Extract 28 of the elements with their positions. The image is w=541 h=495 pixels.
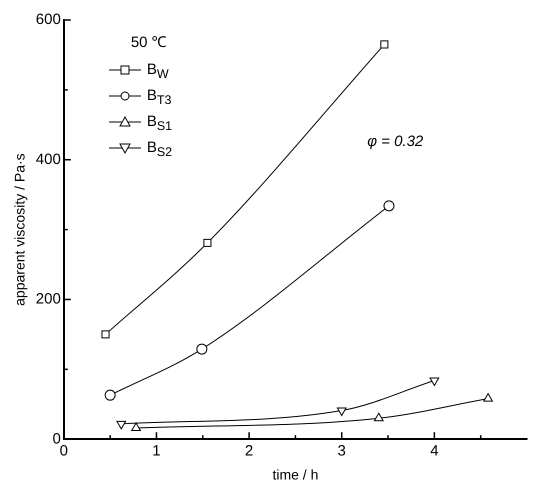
point xyxy=(196,344,208,355)
point xyxy=(131,422,141,432)
legend-label: B$_{S1}$ xyxy=(146,113,172,133)
legend-label: B$_{S2}$ xyxy=(146,139,172,159)
x-tick-label: 4 xyxy=(430,442,439,460)
point xyxy=(374,412,384,422)
x-tick-label: 3 xyxy=(338,442,346,460)
point xyxy=(203,238,212,247)
point xyxy=(336,408,347,416)
x-axis-title: time / h xyxy=(272,466,318,482)
legend-title: 50 ℃ xyxy=(130,33,168,53)
point xyxy=(380,40,388,48)
point xyxy=(430,378,440,386)
point xyxy=(383,200,394,212)
x-tick-label: 1 xyxy=(152,442,161,460)
legend-label: B$_{T3}$ xyxy=(146,87,172,107)
point xyxy=(101,330,110,338)
legend-label: B$_{W}$ xyxy=(146,61,169,81)
point xyxy=(104,390,116,401)
y-axis-title: apparent viscosity / Pa·s xyxy=(11,153,28,306)
annotation: φ = 0.32 xyxy=(367,132,424,150)
y-tick-label: 200 xyxy=(36,290,61,308)
point xyxy=(483,393,493,402)
point xyxy=(116,420,126,430)
y-tick-label: 600 xyxy=(36,11,61,28)
x-tick-label: 2 xyxy=(244,442,254,460)
y-tick-label: 0 xyxy=(52,430,61,448)
y-tick-label: 400 xyxy=(36,150,61,168)
